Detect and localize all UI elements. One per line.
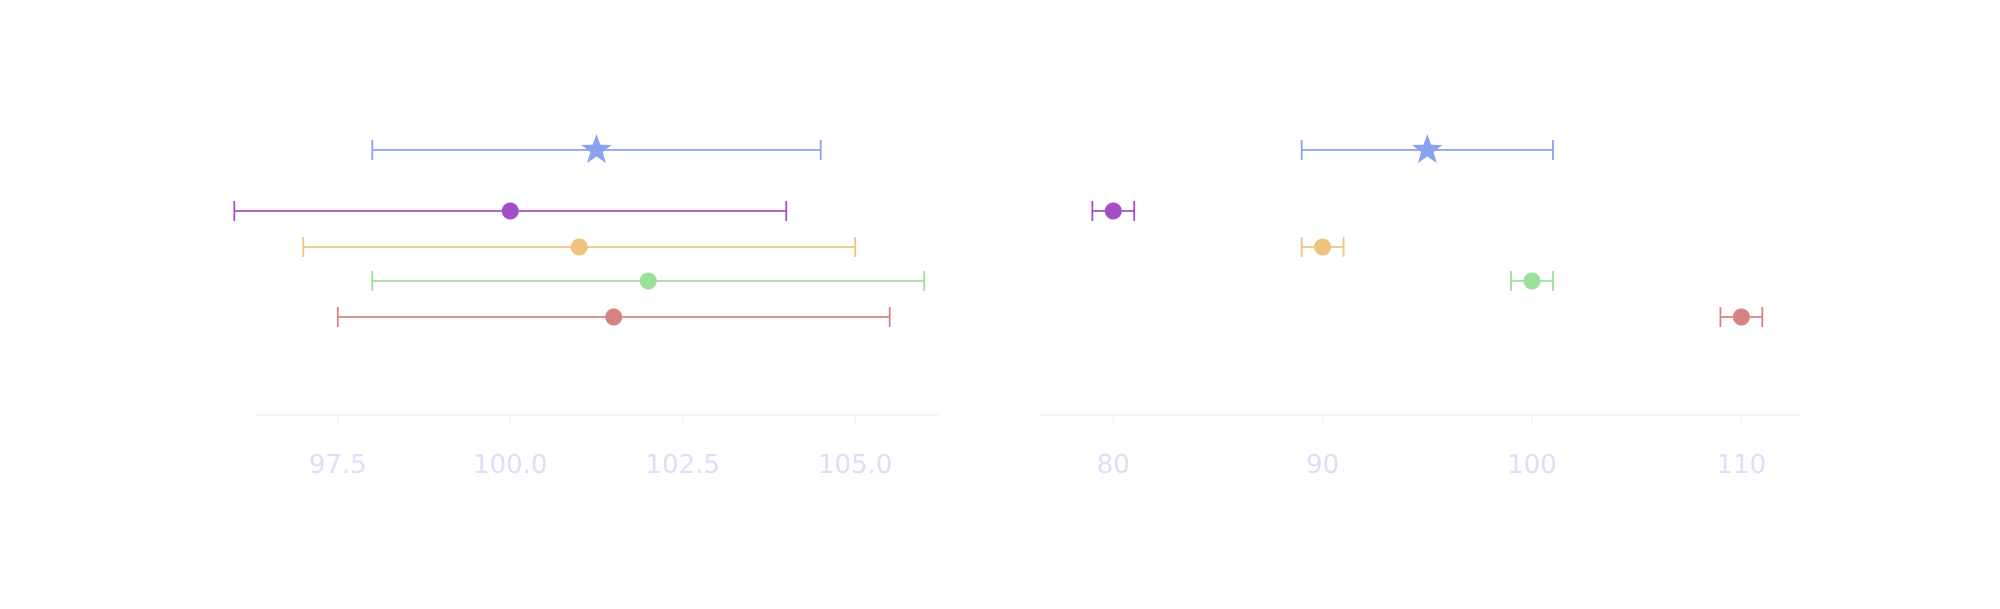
- x-tick-label: 100.0: [473, 450, 547, 480]
- x-tick-label: 97.5: [309, 450, 367, 480]
- point-marker: [1732, 308, 1750, 326]
- point-marker: [1314, 238, 1332, 256]
- x-tick-label: 102.5: [646, 450, 720, 480]
- star-marker: [1412, 134, 1443, 163]
- x-tick-label: 105.0: [818, 450, 892, 480]
- left-panel: 97.5 100.0 102.5 105.0: [233, 134, 938, 480]
- point-marker: [501, 202, 519, 220]
- right-panel: 80 90 100 110: [1040, 134, 1800, 480]
- x-tick-label: 90: [1306, 450, 1339, 480]
- point-marker: [639, 272, 657, 290]
- point-marker: [1523, 272, 1541, 290]
- x-tick-label: 110: [1717, 450, 1767, 480]
- x-tick-label: 80: [1097, 450, 1130, 480]
- point-marker: [1104, 202, 1122, 220]
- point-marker: [605, 308, 623, 326]
- x-tick-label: 100: [1507, 450, 1557, 480]
- point-marker: [570, 238, 588, 256]
- star-marker: [581, 134, 612, 163]
